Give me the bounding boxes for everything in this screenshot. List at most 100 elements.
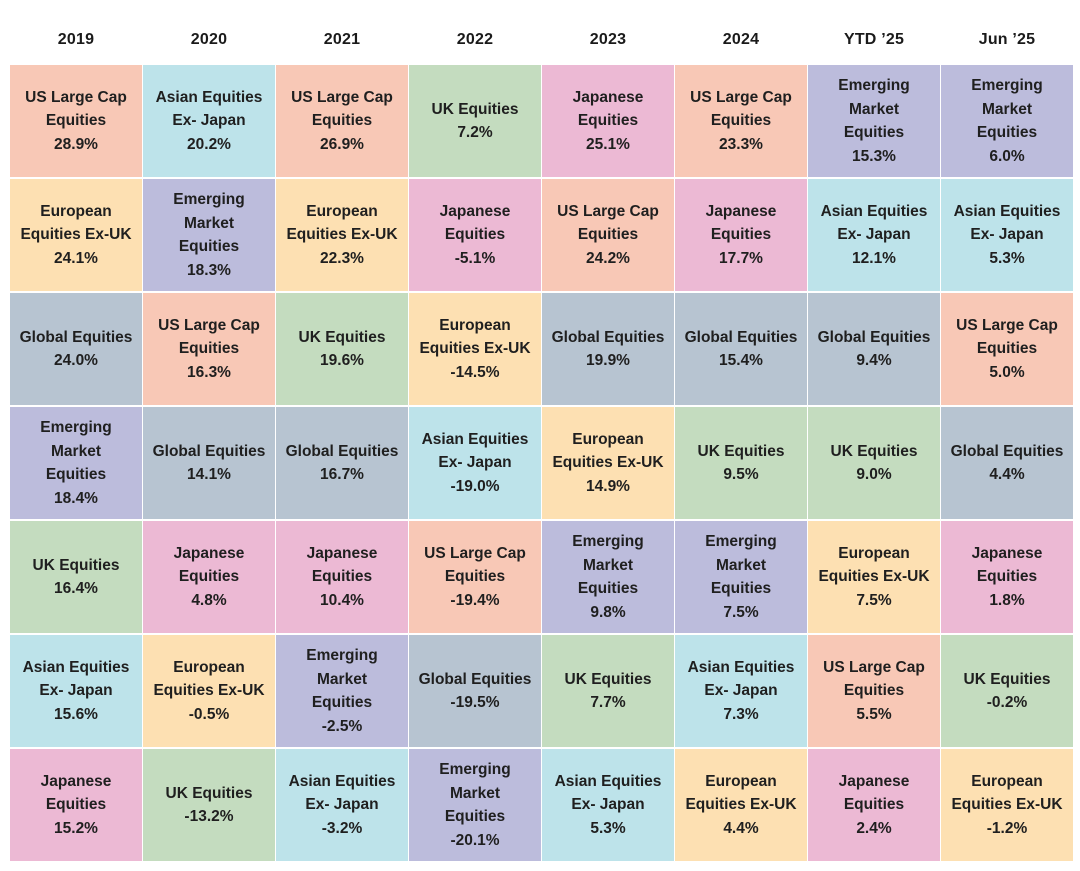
asset-label: Global Equities xyxy=(418,670,532,688)
column-header: 2019 xyxy=(57,31,95,48)
asset-label: European Equities Ex-UK xyxy=(951,772,1063,814)
return-value: 9.0% xyxy=(856,466,892,483)
return-value: 18.4% xyxy=(54,489,98,507)
return-cell: European Equities Ex-UK 14.9% xyxy=(542,407,674,519)
asset-label: Japanese Equities xyxy=(838,772,910,814)
asset-label: European Equities Ex-UK xyxy=(286,202,398,244)
asset-label: European Equities Ex-UK xyxy=(153,658,265,700)
return-cell: Asian Equities Ex- Japan 15.6% xyxy=(10,635,142,747)
asset-label: Asian Equities Ex- Japan xyxy=(155,88,263,130)
asset-label: European Equities Ex-UK xyxy=(552,430,664,472)
return-value: -0.5% xyxy=(188,705,230,723)
return-value: 7.3% xyxy=(723,705,759,723)
return-value: 4.4% xyxy=(723,819,759,837)
return-cell: Global Equities 16.7% xyxy=(276,407,408,519)
return-value: 26.9% xyxy=(320,135,364,153)
asset-label: Global Equities xyxy=(152,442,266,460)
return-cell: US Large Cap Equities 24.2% xyxy=(542,179,674,291)
asset-label: UK Equities xyxy=(431,100,519,118)
asset-label: US Large Cap Equities xyxy=(956,316,1058,358)
return-value: 15.4% xyxy=(719,352,763,369)
return-cell: Emerging Market Equities 18.3% xyxy=(143,179,275,291)
return-cell: US Large Cap Equities 5.0% xyxy=(941,293,1073,405)
return-cell: Asian Equities Ex- Japan 20.2% xyxy=(143,65,275,177)
asset-label: Japanese Equities xyxy=(705,202,777,244)
return-value: 7.5% xyxy=(723,603,759,621)
return-cell: Asian Equities Ex- Japan 12.1% xyxy=(808,179,940,291)
return-cell: Japanese Equities 25.1% xyxy=(542,65,674,177)
return-value: -0.2% xyxy=(986,694,1028,711)
asset-label: Global Equities xyxy=(285,442,399,460)
return-value: 12.1% xyxy=(852,249,896,267)
asset-label: Japanese Equities xyxy=(173,544,245,586)
return-value: -2.5% xyxy=(321,717,363,735)
return-cell: Japanese Equities 17.7% xyxy=(675,179,807,291)
return-value: -1.2% xyxy=(986,819,1028,837)
asset-label: Asian Equities Ex- Japan xyxy=(288,772,396,814)
return-value: 5.3% xyxy=(590,819,626,837)
return-value: 19.6% xyxy=(320,352,364,369)
return-cell: Japanese Equities 2.4% xyxy=(808,749,940,861)
return-cell: Global Equities 15.4% xyxy=(675,293,807,405)
return-value: 17.7% xyxy=(719,249,763,267)
return-value: 5.0% xyxy=(989,363,1025,381)
return-value: 4.8% xyxy=(191,591,227,609)
return-cell: European Equities Ex-UK 7.5% xyxy=(808,521,940,633)
return-value: 20.2% xyxy=(187,135,231,153)
asset-label: European Equities Ex-UK xyxy=(20,202,132,244)
return-value: 1.8% xyxy=(989,591,1025,609)
asset-label: Global Equities xyxy=(551,328,665,346)
return-value: -13.2% xyxy=(184,808,234,825)
asset-label: US Large Cap Equities xyxy=(823,658,925,700)
asset-label: Japanese Equities xyxy=(971,544,1043,586)
column-header: 2024 xyxy=(722,31,760,48)
asset-label: Asian Equities Ex- Japan xyxy=(22,658,130,700)
column-header: 2020 xyxy=(190,31,228,48)
return-cell: Asian Equities Ex- Japan 7.3% xyxy=(675,635,807,747)
asset-label: US Large Cap Equities xyxy=(557,202,659,244)
return-cell: Asian Equities Ex- Japan -3.2% xyxy=(276,749,408,861)
return-value: 28.9% xyxy=(54,135,98,153)
asset-label: Asian Equities Ex- Japan xyxy=(687,658,795,700)
asset-label: Global Equities xyxy=(19,328,133,346)
asset-label: Japanese Equities xyxy=(572,88,644,130)
return-cell: Asian Equities Ex- Japan 5.3% xyxy=(941,179,1073,291)
return-value: 15.3% xyxy=(852,147,896,165)
asset-label: Emerging Market Equities xyxy=(439,761,511,825)
return-cell: Japanese Equities 4.8% xyxy=(143,521,275,633)
return-value: 7.7% xyxy=(590,694,626,711)
return-cell: European Equities Ex-UK -0.5% xyxy=(143,635,275,747)
return-cell: Global Equities 9.4% xyxy=(808,293,940,405)
return-value: -14.5% xyxy=(450,363,500,381)
return-value: 2.4% xyxy=(856,819,892,837)
asset-label: Asian Equities Ex- Japan xyxy=(421,430,529,472)
return-cell: Global Equities 4.4% xyxy=(941,407,1073,519)
return-cell: UK Equities 7.2% xyxy=(409,65,541,177)
asset-label: UK Equities xyxy=(298,328,386,346)
return-cell: US Large Cap Equities 26.9% xyxy=(276,65,408,177)
return-cell: US Large Cap Equities 23.3% xyxy=(675,65,807,177)
return-cell: UK Equities -0.2% xyxy=(941,635,1073,747)
return-cell: UK Equities 16.4% xyxy=(10,521,142,633)
asset-label: Emerging Market Equities xyxy=(40,419,112,483)
column-header: 2023 xyxy=(589,31,627,48)
return-value: 6.0% xyxy=(989,147,1025,165)
return-cell: European Equities Ex-UK 24.1% xyxy=(10,179,142,291)
column-header: YTD ’25 xyxy=(843,31,905,48)
column-header: 2021 xyxy=(323,31,361,48)
return-value: 18.3% xyxy=(187,261,231,279)
asset-label: European Equities Ex-UK xyxy=(419,316,531,358)
return-cell: Emerging Market Equities -2.5% xyxy=(276,635,408,747)
return-cell: Emerging Market Equities -20.1% xyxy=(409,749,541,861)
return-cell: US Large Cap Equities 28.9% xyxy=(10,65,142,177)
asset-label: UK Equities xyxy=(165,784,253,802)
asset-label: UK Equities xyxy=(963,670,1051,688)
return-cell: Asian Equities Ex- Japan -19.0% xyxy=(409,407,541,519)
return-value: 24.2% xyxy=(586,249,630,267)
return-value: 16.4% xyxy=(54,580,98,597)
asset-label: Emerging Market Equities xyxy=(838,77,910,141)
asset-label: Emerging Market Equities xyxy=(572,533,644,597)
asset-label: Asian Equities Ex- Japan xyxy=(953,202,1061,244)
return-value: -19.0% xyxy=(450,477,500,495)
return-cell: UK Equities 9.5% xyxy=(675,407,807,519)
